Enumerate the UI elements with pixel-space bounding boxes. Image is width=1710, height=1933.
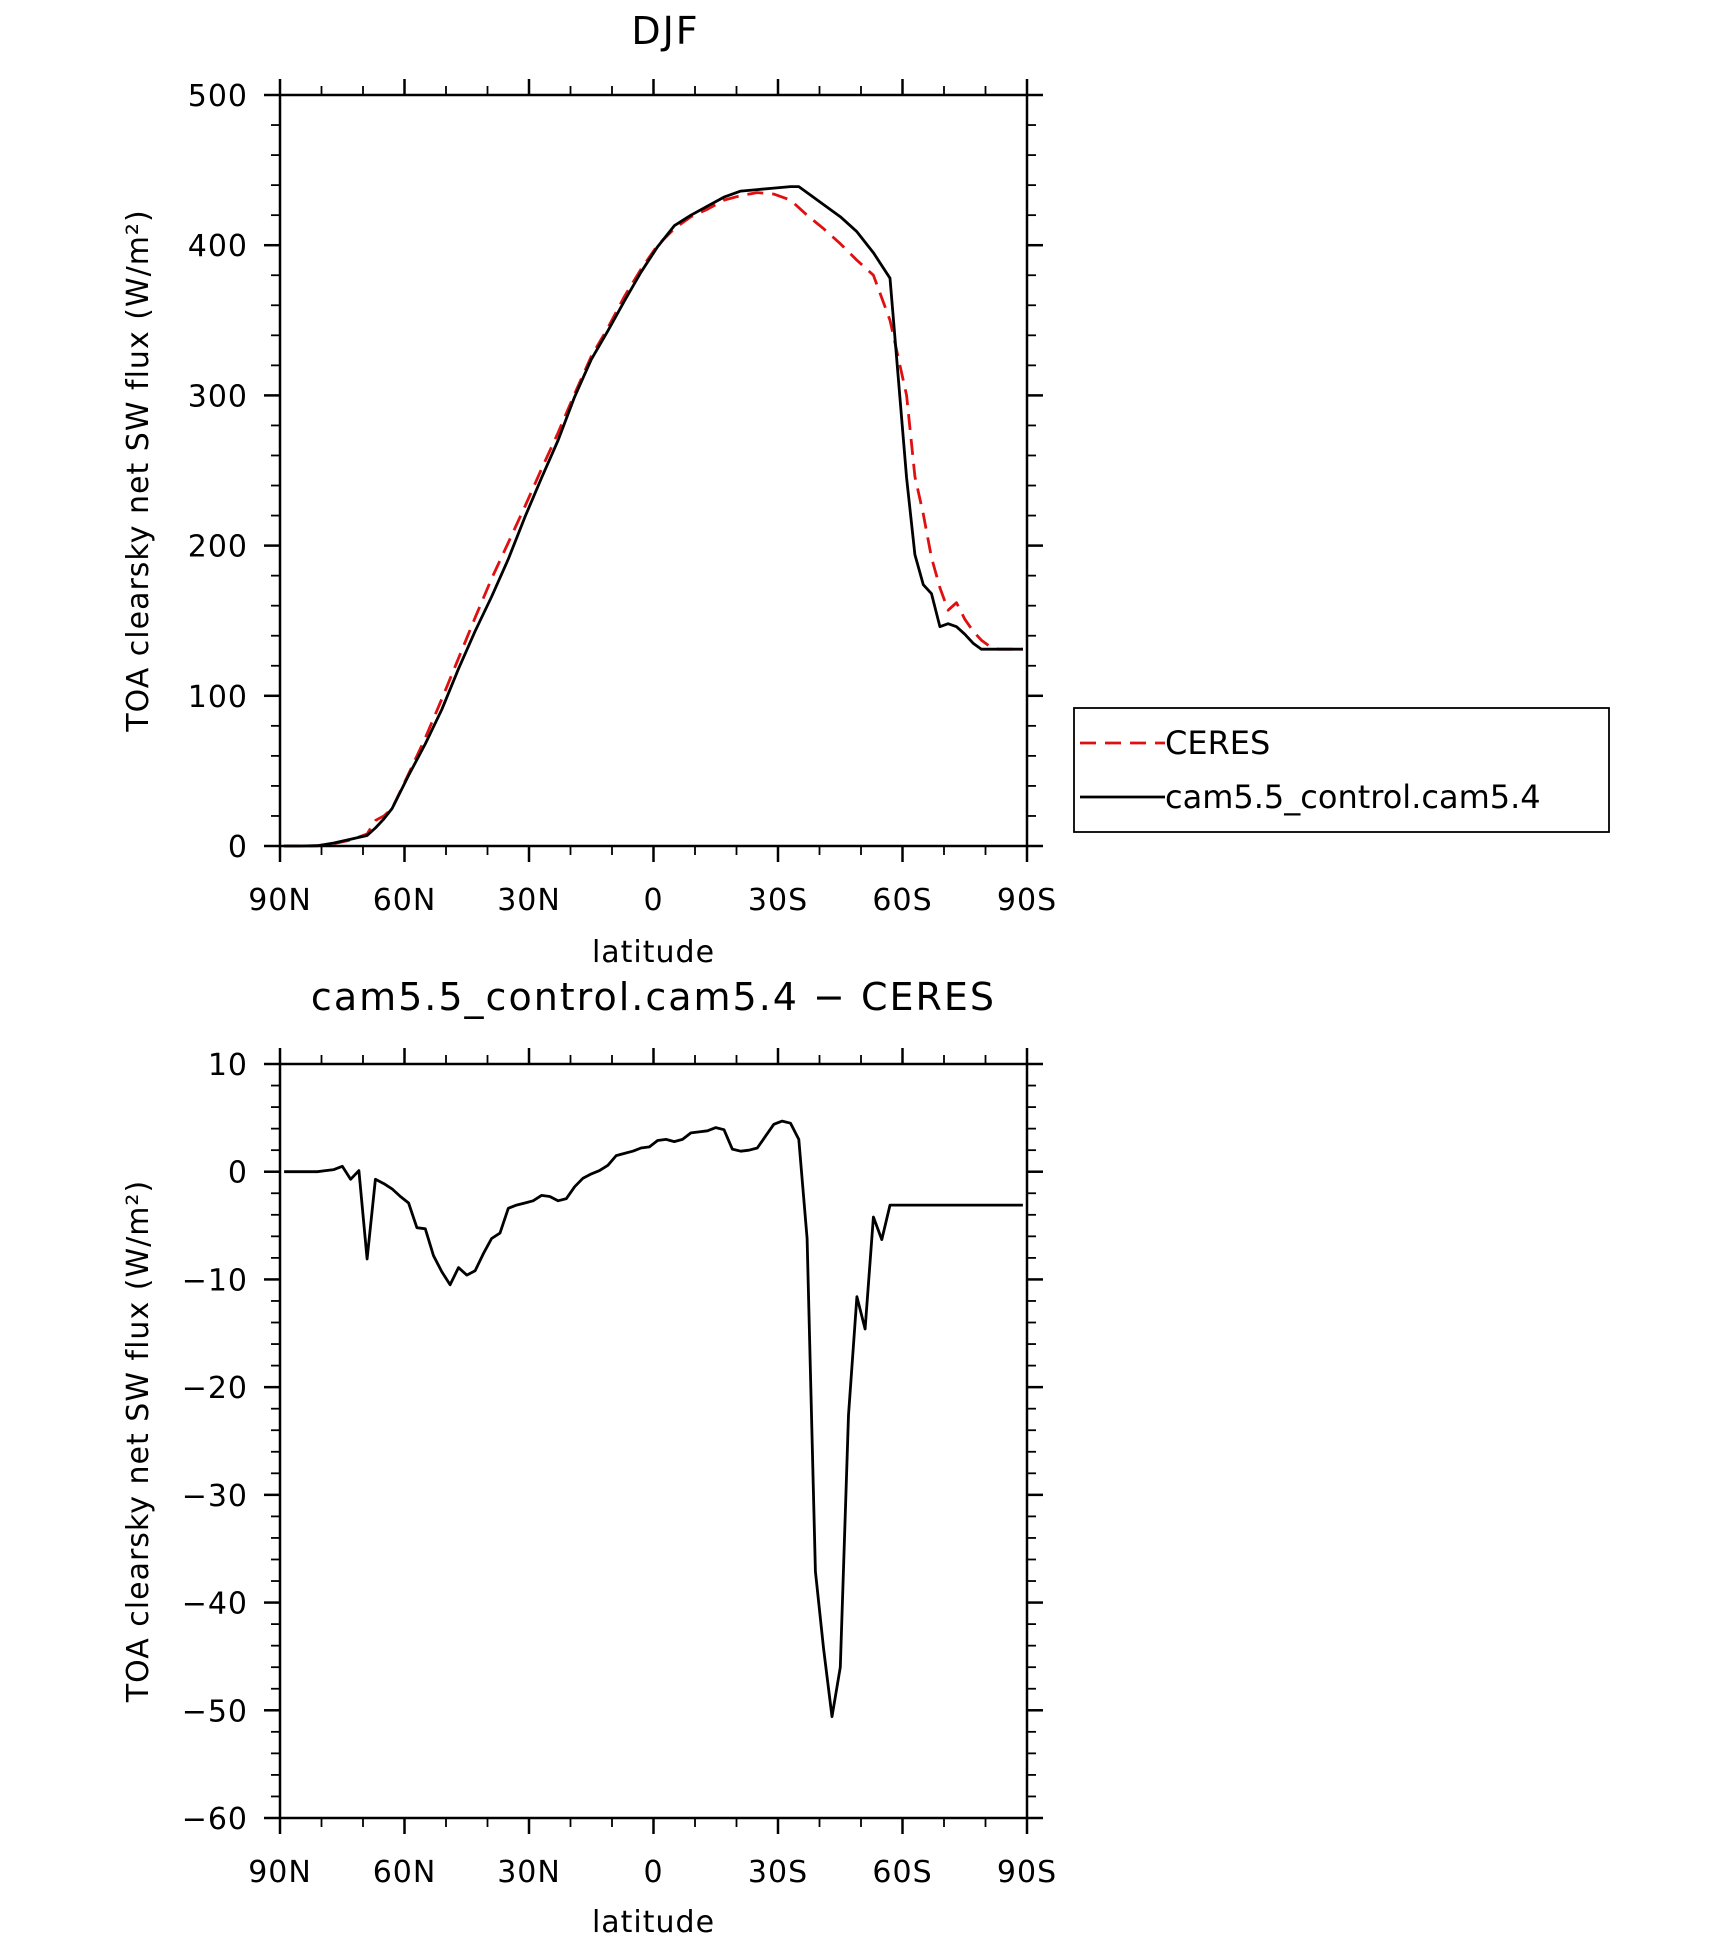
legend-box xyxy=(1073,707,1610,833)
bottom-x-axis-label: latitude xyxy=(592,1905,715,1933)
bottom-x-tick-label: 60S xyxy=(872,1855,932,1890)
bottom-chart-title: cam5.5_control.cam5.4 − CERES xyxy=(311,975,996,1019)
bottom-y-tick-label: −50 xyxy=(182,1694,248,1729)
top-x-tick-label: 60N xyxy=(373,883,437,918)
top-plot-frame xyxy=(278,93,1029,848)
legend: CERES cam5.5_control.cam5.4 xyxy=(1073,707,1610,833)
legend-label-cam5: cam5.5_control.cam5.4 xyxy=(1165,778,1541,816)
legend-label-ceres: CERES xyxy=(1165,724,1270,762)
bottom-y-tick-label: −30 xyxy=(182,1479,248,1514)
bottom-y-axis-label: TOA clearsky net SW flux (W/m²) xyxy=(121,1180,156,1703)
bottom-y-tick-label: −20 xyxy=(182,1371,248,1406)
bottom-y-tick-label: 0 xyxy=(228,1156,248,1191)
top-x-tick-label: 30S xyxy=(748,883,808,918)
bottom-series-line-0 xyxy=(284,1119,1023,1719)
bottom-x-tick-label: 30N xyxy=(497,1855,561,1890)
top-y-tick-label: 0 xyxy=(228,830,248,865)
top-x-axis-label: latitude xyxy=(592,935,715,970)
top-chart-title: DJF xyxy=(631,9,699,53)
bottom-axis-ticks: 90N 60N 30N 0 30S 60S 90S −60 −50 −40 −30 −20 −10 0 10 xyxy=(182,1048,1057,1890)
top-x-tick-label: 30N xyxy=(497,883,561,918)
top-series-line-cam5-5-control-cam5-4 xyxy=(284,185,1023,848)
bottom-x-tick-label: 0 xyxy=(643,1855,663,1890)
bottom-y-tick-label: −60 xyxy=(182,1802,248,1837)
top-y-tick-label: 200 xyxy=(188,530,248,565)
top-series-lines xyxy=(284,185,1023,848)
top-y-tick-label: 400 xyxy=(188,229,248,264)
top-x-tick-label: 90N xyxy=(248,883,312,918)
bottom-plot-frame xyxy=(278,1062,1029,1820)
bottom-y-tick-label: −10 xyxy=(182,1263,248,1298)
bottom-x-tick-label: 90S xyxy=(997,1855,1057,1890)
bottom-x-tick-label: 30S xyxy=(748,1855,808,1890)
top-y-tick-label: 100 xyxy=(188,680,248,715)
top-panel: DJF TOA clearsky net SW flux (W/m²) lati… xyxy=(121,9,1057,970)
top-y-axis-label: TOA clearsky net SW flux (W/m²) xyxy=(121,209,156,732)
bottom-y-tick-label: 10 xyxy=(208,1048,248,1083)
top-x-tick-label: 60S xyxy=(872,883,932,918)
top-y-tick-label: 300 xyxy=(188,379,248,414)
bottom-y-tick-label: −40 xyxy=(182,1587,248,1622)
top-y-tick-label: 500 xyxy=(188,79,248,114)
bottom-x-tick-label: 60N xyxy=(373,1855,437,1890)
bottom-x-tick-label: 90N xyxy=(248,1855,312,1890)
top-x-tick-label: 90S xyxy=(997,883,1057,918)
bottom-panel: cam5.5_control.cam5.4 − CERES TOA clears… xyxy=(121,975,1057,1933)
top-axis-ticks: 90N 60N 30N 0 30S 60S 90S 0 100 200 300 400 500 xyxy=(188,79,1057,918)
bottom-series-lines xyxy=(284,1119,1023,1719)
top-x-tick-label: 0 xyxy=(643,883,663,918)
